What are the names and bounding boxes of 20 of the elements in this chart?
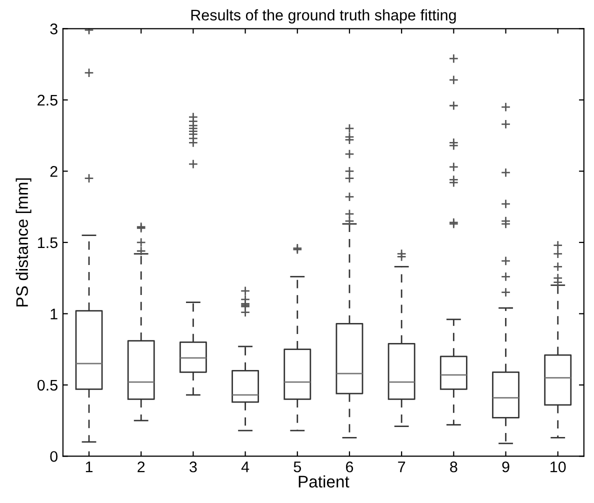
- x-axis-title: Patient: [298, 475, 350, 488]
- x-tick-label: 9: [502, 461, 510, 472]
- y-tick-label: 2: [50, 166, 58, 177]
- y-tick-label: 0.5: [37, 380, 58, 391]
- y-tick-label: 0: [50, 451, 58, 462]
- x-tick-label: 2: [138, 461, 145, 472]
- x-tick-label: 3: [190, 461, 197, 472]
- y-tick-label: 3: [50, 24, 58, 34]
- x-tick-label: 10: [550, 461, 566, 472]
- x-tick-label: 5: [294, 462, 301, 472]
- chart-title: Results of the ground truth shape fitting: [191, 9, 456, 24]
- x-tick-label: 7: [398, 462, 406, 472]
- x-tick-label: 4: [241, 462, 250, 472]
- x-tick-label: 8: [450, 461, 458, 472]
- y-tick-label: 1.5: [38, 237, 58, 248]
- x-tick-label: 1: [86, 462, 93, 472]
- x-tick-label: 6: [346, 461, 354, 472]
- y-tick-label: 1: [50, 308, 58, 320]
- y-tick-label: 2.5: [38, 94, 58, 106]
- y-axis-title: PS distance [mm]: [16, 178, 32, 306]
